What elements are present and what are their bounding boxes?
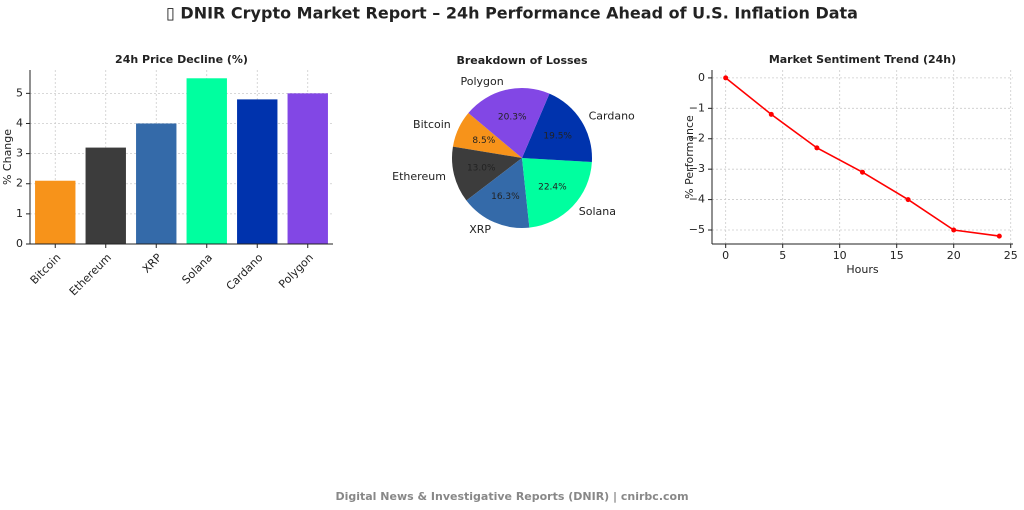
point [951,227,957,233]
x-tick-label: 5 [779,249,786,262]
y-tick-label: −5 [689,223,705,236]
x-tick-label: 20 [947,249,961,262]
pie-slice [468,88,550,158]
slice-percent: 16.3% [491,192,520,202]
bar [136,123,177,244]
x-tick-label: Ethereum [67,251,114,298]
slice-percent: 19.5% [543,131,572,141]
x-tick-label: 0 [722,249,729,262]
pie-slice [522,158,592,228]
x-tick-label: 15 [890,249,904,262]
point [996,233,1002,239]
bar [186,78,227,245]
y-tick-label: 0 [698,71,705,84]
bar [35,180,76,244]
chart-title: Market Sentiment Trend (24h) [769,53,956,66]
y-axis-label: % Change [1,129,14,185]
y-tick-label: −1 [689,101,705,114]
pie-slice [452,146,522,201]
x-tick-label: Cardano [224,251,266,293]
point [814,145,820,151]
y-tick-label: 3 [16,147,23,160]
line [725,77,1000,237]
page-title: ▯ DNIR Crypto Market Report – 24h Perfor… [166,4,858,23]
bar [85,147,126,244]
bar [287,93,328,244]
y-tick-label: −3 [689,162,705,175]
point [768,111,774,117]
pie-slice [522,93,592,163]
y-tick-label: 5 [16,86,23,99]
x-tick-label: 10 [833,249,847,262]
slice-label: XRP [469,223,491,236]
y-axis-label: % Performance [683,115,696,199]
slice-label: Solana [579,205,616,218]
x-tick-label: Bitcoin [28,251,64,287]
point [723,75,729,81]
x-tick-label: Polygon [276,251,316,291]
slice-label: Polygon [461,75,504,88]
y-tick-label: 0 [16,237,23,250]
x-axis-label: Hours [846,263,878,276]
point [860,169,865,175]
y-tick-label: 1 [16,207,23,220]
slice-percent: 20.3% [498,113,527,123]
pie-slice [466,158,530,228]
x-tick-label: 25 [1004,249,1018,262]
x-tick-label: XRP [140,251,165,276]
slice-percent: 8.5% [472,136,495,146]
y-tick-label: −2 [689,132,705,145]
slice-percent: 22.4% [538,182,567,192]
slice-label: Cardano [589,110,635,123]
slice-label: Ethereum [392,170,446,183]
x-tick-label: Solana [179,251,215,287]
footer: Digital News & Investigative Reports (DN… [335,490,688,503]
slice-label: Bitcoin [413,118,451,131]
point [905,197,911,203]
pie-slice [452,113,522,158]
y-tick-label: −4 [689,193,705,206]
y-tick-label: 2 [16,177,23,190]
chart-title: 24h Price Decline (%) [115,53,248,66]
slice-percent: 13.0% [467,164,496,174]
bar [237,99,278,245]
chart-title: Breakdown of Losses [456,54,588,67]
y-tick-label: 4 [16,116,23,129]
